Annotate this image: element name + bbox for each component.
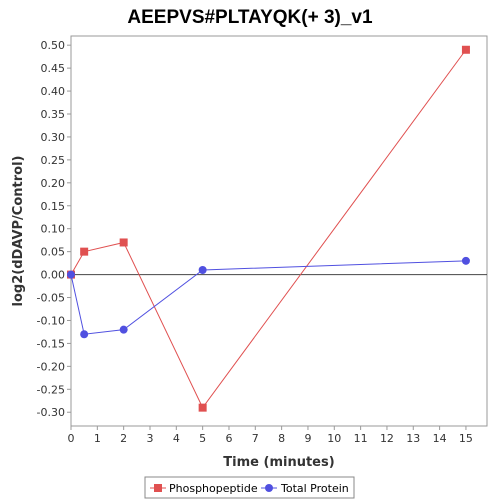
- y-tick-label: -0.30: [37, 406, 65, 419]
- y-tick-label: -0.10: [37, 314, 65, 327]
- y-tick-label: 0.00: [41, 269, 66, 282]
- y-tick-label: 0.25: [41, 154, 66, 167]
- x-tick-label: 3: [146, 432, 153, 445]
- x-tick-label: 14: [433, 432, 447, 445]
- chart-title: AEEPVS#PLTAYQK(+ 3)_v1: [127, 7, 373, 28]
- data-point-phosphopeptide: [461, 45, 470, 54]
- y-tick-label: -0.15: [37, 337, 65, 350]
- x-tick-label: 2: [120, 432, 127, 445]
- y-tick-label: 0.10: [41, 223, 66, 236]
- x-tick-label: 10: [327, 432, 341, 445]
- x-axis-label: Time (minutes): [223, 455, 334, 470]
- y-tick-label: -0.05: [37, 292, 65, 305]
- x-tick-label: 12: [380, 432, 394, 445]
- legend: [144, 476, 355, 499]
- y-tick-label: -0.20: [37, 360, 65, 373]
- y-axis: -0.30 -0.25 -0.20 -0.15 -0.10 -0.05 0.00 0.05 0.…: [37, 39, 71, 419]
- legend-item-phosphopeptide: Phosphopeptide: [150, 482, 258, 495]
- series-layer: [67, 45, 470, 412]
- x-tick-label: 9: [304, 432, 311, 445]
- x-tick-label: 7: [252, 432, 259, 445]
- x-tick-label: 15: [459, 432, 473, 445]
- y-tick-label: 0.30: [41, 131, 66, 144]
- legend-label-total-protein: Total Protein: [280, 482, 349, 495]
- y-tick-label: 0.15: [41, 200, 66, 213]
- data-point-phosphopeptide: [80, 247, 89, 256]
- x-tick-label: 13: [406, 432, 420, 445]
- data-point-total-protein: [67, 270, 75, 279]
- y-tick-label: 0.50: [41, 39, 66, 52]
- data-point-total-protein: [80, 330, 89, 339]
- y-tick-label: 0.05: [41, 246, 66, 259]
- plot-area: [70, 35, 488, 427]
- legend-marker-phosphopeptide: [154, 484, 162, 492]
- legend-marker-total-protein: [265, 484, 273, 492]
- data-point-total-protein: [461, 256, 470, 265]
- x-tick-label: 4: [173, 432, 180, 445]
- x-tick-label: 1: [94, 432, 101, 445]
- y-tick-label: 0.20: [41, 177, 66, 190]
- x-tick-label: 5: [199, 432, 206, 445]
- data-point-phosphopeptide: [198, 403, 207, 412]
- y-tick-label: 0.40: [41, 85, 66, 98]
- legend-item-total-protein: Total Protein: [261, 482, 349, 495]
- data-point-phosphopeptide: [119, 238, 128, 247]
- y-tick-label: -0.25: [37, 383, 65, 396]
- x-tick-label: 8: [278, 432, 285, 445]
- x-axis: 0 1 2 3 4 5 6 7 8 9 10 11 12 13 14 15: [68, 426, 473, 445]
- legend-label-phosphopeptide: Phosphopeptide: [169, 482, 258, 495]
- x-tick-label: 0: [68, 432, 75, 445]
- x-tick-label: 11: [354, 432, 368, 445]
- y-tick-label: 0.35: [41, 108, 66, 121]
- y-axis-label: log2(dDAVP/Control): [11, 156, 26, 307]
- y-tick-label: 0.45: [41, 62, 66, 75]
- data-point-total-protein: [119, 325, 128, 334]
- data-point-total-protein: [198, 266, 207, 274]
- x-tick-label: 6: [225, 432, 232, 445]
